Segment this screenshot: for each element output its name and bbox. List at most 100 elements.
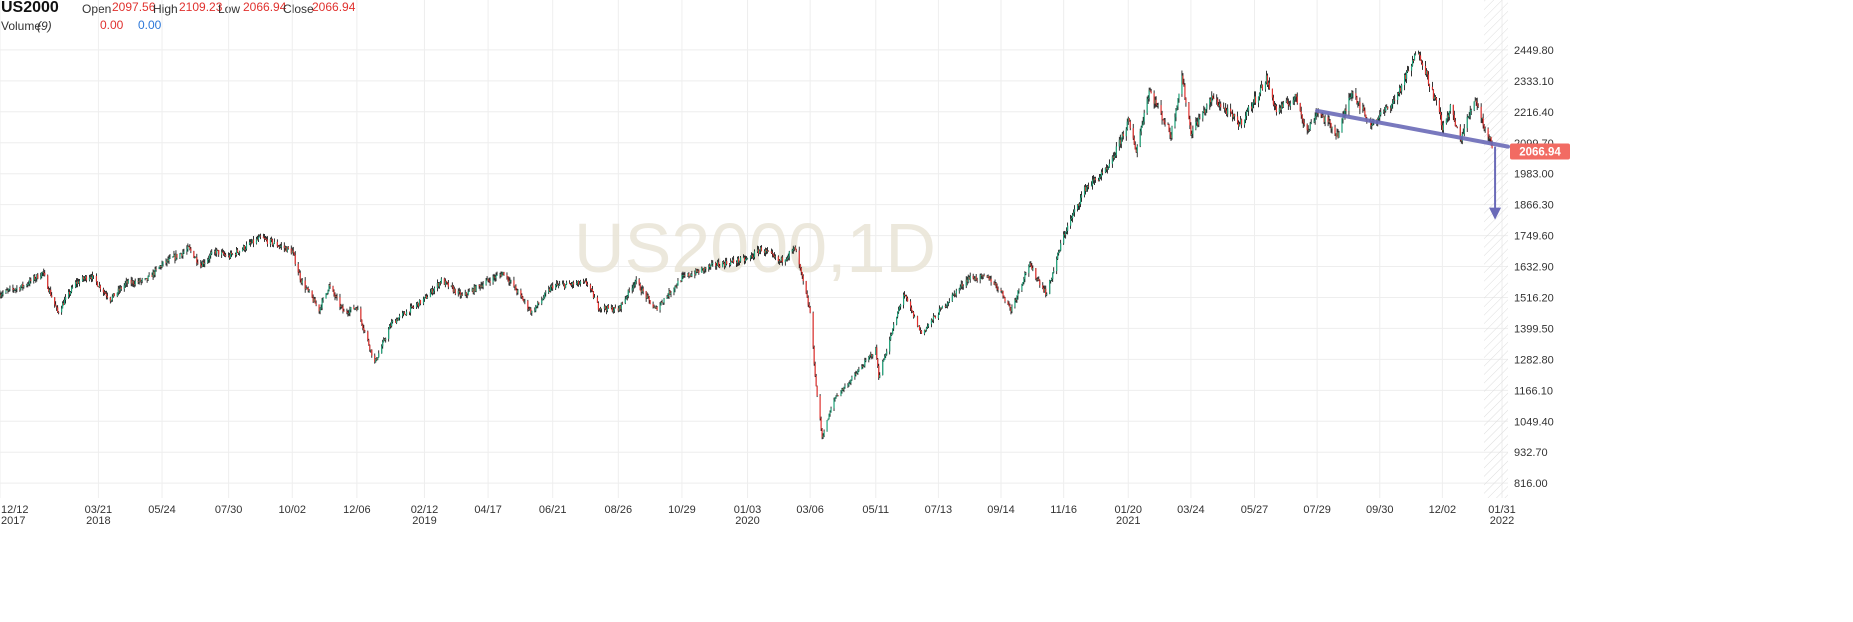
candle-body-668 (927, 324, 930, 327)
price-tick-0: 816.00 (1514, 478, 1548, 490)
candle-body-1019 (1417, 53, 1420, 55)
candle-body-50 (68, 291, 71, 295)
candle-body-33 (44, 272, 46, 276)
candle-body-1069 (1487, 128, 1489, 137)
candle-body-171 (236, 249, 239, 253)
candle-body-368 (510, 280, 512, 282)
candle-body-763 (1060, 243, 1062, 251)
candle-body-588 (816, 386, 818, 396)
candle-body-127 (175, 254, 177, 260)
candle-body-97 (133, 284, 135, 285)
candle-body-780 (1084, 186, 1087, 192)
candle-body-1010 (1405, 75, 1407, 80)
candle-body-743 (1032, 268, 1034, 270)
candle-body-893 (1240, 119, 1243, 125)
candle-body-557 (773, 255, 775, 258)
candle-body-148 (204, 262, 206, 265)
candle-body-472 (655, 306, 657, 309)
candle-body-380 (528, 308, 530, 310)
candle-body-270 (375, 358, 377, 362)
candle-body-304 (422, 298, 425, 304)
candle-body-831 (1155, 99, 1157, 106)
candle-body-34 (47, 275, 49, 289)
candle-body-338 (468, 291, 470, 292)
candle-body-57 (77, 281, 80, 284)
candle-body-433 (600, 308, 603, 310)
candle-body-135 (187, 246, 189, 250)
candle-body-4 (5, 289, 7, 293)
candle-body-938 (1303, 122, 1305, 125)
candle-body-449 (624, 298, 626, 304)
candle-body-985 (1370, 120, 1372, 126)
target-arrow-head[interactable] (1489, 207, 1502, 220)
candle-body-936 (1301, 115, 1303, 120)
time-tick-3: 07/30 (215, 504, 243, 516)
candle-body-785 (1091, 179, 1094, 186)
candle-body-698 (969, 276, 971, 280)
candle-body-1 (0, 295, 2, 297)
candle-body-1068 (1484, 128, 1486, 130)
candle-body-80 (110, 300, 112, 302)
candle-body-101 (139, 279, 141, 282)
candle-body-1002 (1393, 99, 1395, 104)
candle-body-685 (952, 293, 954, 295)
candle-body-884 (1230, 108, 1232, 112)
candle-body-550 (764, 249, 767, 253)
price-tick-9: 1866.30 (1514, 200, 1554, 212)
candle-body-808 (1122, 133, 1124, 137)
future-zone (1484, 0, 1508, 498)
candle-body-724 (1007, 301, 1009, 304)
candle-body-776 (1078, 204, 1081, 206)
candle-body-1050 (1460, 139, 1462, 142)
candle-body-864 (1202, 112, 1204, 119)
candle-body-487 (676, 285, 678, 287)
candle-body-99 (137, 281, 139, 283)
candle-body-970 (1349, 97, 1351, 99)
candle-body-733 (1018, 290, 1020, 292)
candle-body-233 (322, 298, 324, 301)
time-tick-18: 03/24 (1177, 504, 1205, 516)
candle-body-181 (250, 242, 253, 244)
candle-body-754 (1049, 280, 1051, 294)
candle-body-1000 (1391, 104, 1393, 109)
candle-body-246 (341, 305, 343, 307)
candle-body-309 (429, 292, 432, 298)
candle-body-768 (1067, 225, 1069, 231)
candle-body-277 (384, 339, 386, 341)
candle-body-444 (617, 308, 619, 311)
candle-body-107 (147, 276, 149, 281)
candle-body-313 (433, 288, 436, 291)
time-tick-6: 02/12 (411, 504, 439, 516)
candle-body-259 (360, 308, 362, 320)
trendline[interactable] (1315, 108, 1510, 149)
candle-body-594 (826, 420, 828, 432)
candle-body-310 (430, 289, 433, 293)
candle-body-302 (418, 299, 421, 307)
candle-body-376 (522, 297, 524, 301)
candle-body-493 (684, 275, 686, 276)
candle-body-871 (1211, 95, 1213, 103)
candle-body-845 (1175, 110, 1177, 118)
candle-body-369 (513, 280, 515, 287)
candle-body-1063 (1477, 106, 1479, 107)
candle-body-939 (1306, 124, 1308, 130)
candle-body-817 (1135, 149, 1137, 153)
candle-body-481 (668, 290, 670, 297)
candle-body-149 (207, 259, 209, 263)
candle-body-264 (367, 331, 369, 341)
candle-body-1036 (1440, 115, 1442, 126)
candle-body-1021 (1419, 55, 1422, 61)
candle-body-971 (1350, 97, 1352, 98)
candle-body-6 (7, 290, 9, 291)
candle-body-1003 (1394, 99, 1396, 101)
candle-body-424 (589, 284, 592, 290)
candle-body-941 (1308, 129, 1310, 131)
candle-body-879 (1223, 107, 1225, 109)
candle-body-1041 (1447, 115, 1449, 117)
candle-body-536 (744, 258, 747, 262)
candle-body-833 (1157, 105, 1159, 106)
candle-body-341 (473, 286, 475, 293)
candle-body-16 (21, 284, 23, 287)
candle-body-237 (328, 284, 330, 291)
